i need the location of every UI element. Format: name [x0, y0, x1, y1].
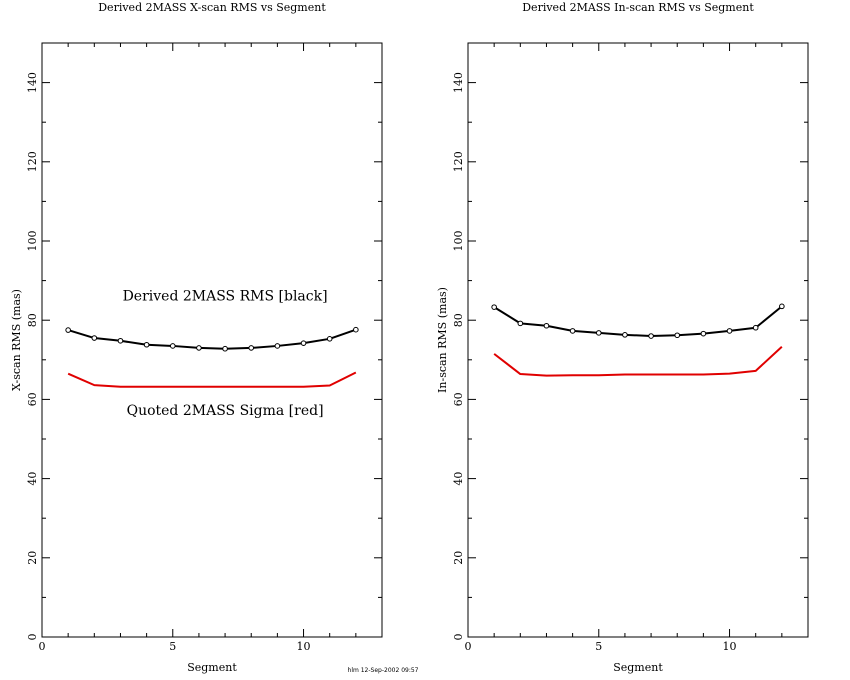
x-axis-label: Segment	[613, 661, 663, 674]
y-tick-label: 60	[452, 392, 465, 406]
y-tick-label: 120	[26, 151, 39, 172]
data-point	[65, 327, 71, 333]
y-tick-label: 20	[26, 551, 39, 565]
data-point	[117, 337, 124, 344]
y-tick-label: 140	[26, 72, 39, 93]
x-tick-label: 10	[723, 640, 737, 653]
y-axis-label: In-scan RMS (mas)	[436, 287, 449, 393]
data-point	[648, 333, 654, 339]
data-point	[248, 345, 255, 351]
chart-title: Derived 2MASS In-scan RMS vs Segment	[522, 1, 754, 14]
data-point	[274, 343, 281, 349]
data-point	[222, 345, 228, 352]
data-point	[326, 336, 333, 342]
y-tick-label: 0	[26, 634, 39, 641]
annotation-derived-rms: Derived 2MASS RMS [black]	[123, 288, 328, 304]
annotation-quoted-sigma: Quoted 2MASS Sigma [red]	[127, 403, 324, 419]
data-point	[752, 324, 759, 331]
data-point	[143, 341, 150, 348]
data-point	[700, 330, 707, 337]
x-tick-label: 0	[39, 640, 46, 653]
y-tick-label: 60	[26, 392, 39, 406]
data-point	[595, 330, 602, 336]
y-tick-label: 40	[452, 472, 465, 486]
plot-frame	[467, 42, 809, 638]
y-tick-label: 80	[452, 313, 465, 327]
plot-timestamp: hlm 12-Sep-2002 09:57	[348, 667, 419, 674]
x-tick-label: 5	[169, 640, 176, 653]
data-point	[196, 345, 202, 351]
series-line-quoted-sigma	[67, 371, 357, 388]
x-tick-label: 0	[465, 640, 472, 653]
series-line-derived-rms	[493, 305, 783, 338]
data-point	[169, 343, 176, 349]
data-point	[726, 328, 733, 334]
y-tick-label: 20	[452, 551, 465, 565]
y-tick-label: 120	[452, 151, 465, 172]
y-tick-label: 100	[26, 231, 39, 252]
data-point	[569, 328, 576, 334]
x-axis-label: Segment	[187, 661, 237, 674]
x-tick-label: 10	[297, 640, 311, 653]
plot-frame	[41, 42, 383, 638]
data-point	[622, 332, 628, 338]
data-point	[300, 340, 307, 346]
series-line-quoted-sigma	[493, 345, 783, 377]
chart-title: Derived 2MASS X-scan RMS vs Segment	[98, 1, 326, 14]
y-tick-label: 80	[26, 313, 39, 327]
y-tick-label: 100	[452, 231, 465, 252]
data-point	[779, 303, 785, 310]
y-tick-label: 0	[452, 634, 465, 641]
x-tick-label: 5	[595, 640, 602, 653]
chart-panel-2: Derived 2MASS In-scan RMS vs Segment 0 5 10…	[436, 1, 809, 674]
data-point	[674, 332, 681, 339]
data-point	[353, 326, 359, 333]
y-tick-label: 40	[26, 472, 39, 486]
y-axis-label: X-scan RMS (mas)	[10, 289, 23, 391]
data-point	[543, 322, 550, 329]
data-point	[491, 304, 497, 310]
y-tick-label: 140	[452, 72, 465, 93]
data-point	[91, 335, 98, 341]
data-point	[517, 320, 524, 327]
series-line-derived-rms	[67, 328, 357, 350]
